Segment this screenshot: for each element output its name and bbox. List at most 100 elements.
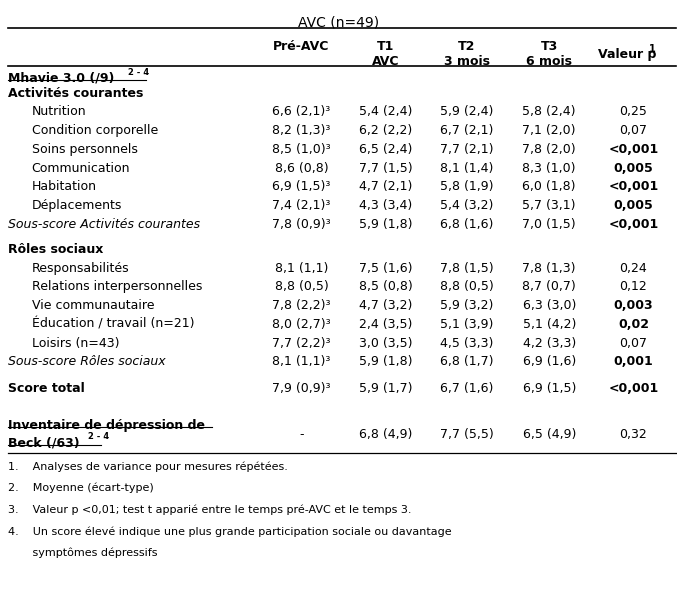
- Text: Déplacements: Déplacements: [32, 199, 122, 212]
- Text: Beck (/63): Beck (/63): [8, 437, 80, 449]
- Text: 8,1 (1,1): 8,1 (1,1): [275, 262, 328, 275]
- Text: 6,3 (3,0): 6,3 (3,0): [523, 299, 576, 312]
- Text: 4,2 (3,3): 4,2 (3,3): [523, 336, 576, 350]
- Text: Activités courantes: Activités courantes: [8, 86, 144, 100]
- Text: T1: T1: [377, 40, 395, 53]
- Text: Communication: Communication: [32, 161, 130, 175]
- Text: Pré-AVC: Pré-AVC: [274, 40, 330, 53]
- Text: 1: 1: [649, 44, 656, 54]
- Text: Vie communautaire: Vie communautaire: [32, 299, 154, 312]
- Text: 3 mois: 3 mois: [443, 56, 489, 68]
- Text: 5,1 (4,2): 5,1 (4,2): [523, 318, 576, 331]
- Text: 7,7 (2,1): 7,7 (2,1): [440, 143, 494, 156]
- Text: AVC: AVC: [372, 56, 399, 68]
- Text: Responsabilités: Responsabilités: [32, 262, 129, 275]
- Text: 0,003: 0,003: [613, 299, 653, 312]
- Text: 0,12: 0,12: [619, 280, 647, 294]
- Text: 7,0 (1,5): 7,0 (1,5): [523, 217, 576, 231]
- Text: Condition corporelle: Condition corporelle: [32, 124, 158, 137]
- Text: 7,7 (5,5): 7,7 (5,5): [440, 428, 494, 440]
- Text: 8,7 (0,7): 8,7 (0,7): [523, 280, 576, 294]
- Text: <0,001: <0,001: [609, 217, 659, 231]
- Text: 6,8 (1,7): 6,8 (1,7): [440, 355, 494, 368]
- Text: 5,9 (1,7): 5,9 (1,7): [359, 382, 412, 395]
- Text: Soins personnels: Soins personnels: [32, 143, 137, 156]
- Text: 6,7 (1,6): 6,7 (1,6): [440, 382, 494, 395]
- Text: 6,8 (4,9): 6,8 (4,9): [359, 428, 412, 440]
- Text: 7,1 (2,0): 7,1 (2,0): [523, 124, 576, 137]
- Text: 2,4 (3,5): 2,4 (3,5): [359, 318, 412, 331]
- Text: <0,001: <0,001: [609, 143, 659, 156]
- Text: Inventaire de dépression de: Inventaire de dépression de: [8, 419, 205, 431]
- Text: 3.    Valeur p <0,01; test t apparié entre le temps pré-AVC et le temps 3.: 3. Valeur p <0,01; test t apparié entre …: [8, 504, 412, 515]
- Text: 5,8 (1,9): 5,8 (1,9): [440, 180, 494, 193]
- Text: Sous-score Activités courantes: Sous-score Activités courantes: [8, 217, 200, 231]
- Text: 4,5 (3,3): 4,5 (3,3): [440, 336, 494, 350]
- Text: 8,8 (0,5): 8,8 (0,5): [440, 280, 494, 294]
- Text: Sous-score Rôles sociaux: Sous-score Rôles sociaux: [8, 355, 166, 368]
- Text: 7,7 (1,5): 7,7 (1,5): [359, 161, 412, 175]
- Text: Score total: Score total: [8, 382, 85, 395]
- Text: 8,1 (1,1)³: 8,1 (1,1)³: [272, 355, 330, 368]
- Text: 8,2 (1,3)³: 8,2 (1,3)³: [272, 124, 330, 137]
- Text: Rôles sociaux: Rôles sociaux: [8, 243, 104, 256]
- Text: 8,3 (1,0): 8,3 (1,0): [523, 161, 576, 175]
- Text: 6,7 (2,1): 6,7 (2,1): [440, 124, 494, 137]
- Text: 2.    Moyenne (écart-type): 2. Moyenne (écart-type): [8, 483, 154, 493]
- Text: 3,0 (3,5): 3,0 (3,5): [359, 336, 412, 350]
- Text: 8,1 (1,4): 8,1 (1,4): [440, 161, 494, 175]
- Text: 7,5 (1,6): 7,5 (1,6): [359, 262, 412, 275]
- Text: 7,8 (2,0): 7,8 (2,0): [523, 143, 576, 156]
- Text: 6,8 (1,6): 6,8 (1,6): [440, 217, 494, 231]
- Text: 8,6 (0,8): 8,6 (0,8): [275, 161, 328, 175]
- Text: Nutrition: Nutrition: [32, 105, 87, 118]
- Text: 6,9 (1,5)³: 6,9 (1,5)³: [272, 180, 330, 193]
- Text: 0,005: 0,005: [613, 199, 653, 212]
- Text: 4.    Un score élevé indique une plus grande participation sociale ou davantage: 4. Un score élevé indique une plus grand…: [8, 526, 452, 537]
- Text: 1.    Analyses de variance pour mesures répétées.: 1. Analyses de variance pour mesures rép…: [8, 461, 288, 472]
- Text: 6,6 (2,1)³: 6,6 (2,1)³: [272, 105, 330, 118]
- Text: 6,0 (1,8): 6,0 (1,8): [523, 180, 576, 193]
- Text: 7,8 (1,3): 7,8 (1,3): [523, 262, 576, 275]
- Text: 0,07: 0,07: [619, 124, 647, 137]
- Text: 6 mois: 6 mois: [526, 56, 572, 68]
- Text: 5,1 (3,9): 5,1 (3,9): [440, 318, 494, 331]
- Text: 5,8 (2,4): 5,8 (2,4): [523, 105, 576, 118]
- Text: 6,5 (2,4): 6,5 (2,4): [359, 143, 412, 156]
- Text: 4,7 (3,2): 4,7 (3,2): [359, 299, 412, 312]
- Text: 0,02: 0,02: [618, 318, 649, 331]
- Text: 8,0 (2,7)³: 8,0 (2,7)³: [272, 318, 331, 331]
- Text: -: -: [299, 428, 304, 440]
- Text: 7,8 (0,9)³: 7,8 (0,9)³: [272, 217, 331, 231]
- Text: 0,07: 0,07: [619, 336, 647, 350]
- Text: 5,4 (2,4): 5,4 (2,4): [359, 105, 412, 118]
- Text: Relations interpersonnelles: Relations interpersonnelles: [32, 280, 202, 294]
- Text: Éducation / travail (n=21): Éducation / travail (n=21): [32, 318, 194, 331]
- Text: 2 - 4: 2 - 4: [128, 68, 149, 77]
- Text: 8,5 (0,8): 8,5 (0,8): [359, 280, 412, 294]
- Text: 5,9 (2,4): 5,9 (2,4): [440, 105, 494, 118]
- Text: 6,2 (2,2): 6,2 (2,2): [359, 124, 412, 137]
- Text: 6,9 (1,5): 6,9 (1,5): [523, 382, 576, 395]
- Text: 5,7 (3,1): 5,7 (3,1): [523, 199, 576, 212]
- Text: 8,8 (0,5): 8,8 (0,5): [275, 280, 328, 294]
- Text: 5,4 (3,2): 5,4 (3,2): [440, 199, 494, 212]
- Text: 0,24: 0,24: [619, 262, 647, 275]
- Text: Habitation: Habitation: [32, 180, 97, 193]
- Text: <0,001: <0,001: [609, 382, 659, 395]
- Text: 5,9 (3,2): 5,9 (3,2): [440, 299, 494, 312]
- Text: 4,7 (2,1): 4,7 (2,1): [359, 180, 412, 193]
- Text: <0,001: <0,001: [609, 180, 659, 193]
- Text: symptômes dépressifs: symptômes dépressifs: [8, 548, 158, 558]
- Text: Mhavie 3.0 (/9): Mhavie 3.0 (/9): [8, 72, 114, 85]
- Text: 0,25: 0,25: [619, 105, 647, 118]
- Text: T2: T2: [458, 40, 475, 53]
- Text: 5,9 (1,8): 5,9 (1,8): [359, 217, 412, 231]
- Text: 7,9 (0,9)³: 7,9 (0,9)³: [272, 382, 330, 395]
- Text: 2 - 4: 2 - 4: [88, 432, 109, 441]
- Text: 7,7 (2,2)³: 7,7 (2,2)³: [272, 336, 330, 350]
- Text: T3: T3: [540, 40, 558, 53]
- Text: 0,005: 0,005: [613, 161, 653, 175]
- Text: 0,001: 0,001: [613, 355, 653, 368]
- Text: Valeur p: Valeur p: [598, 48, 656, 60]
